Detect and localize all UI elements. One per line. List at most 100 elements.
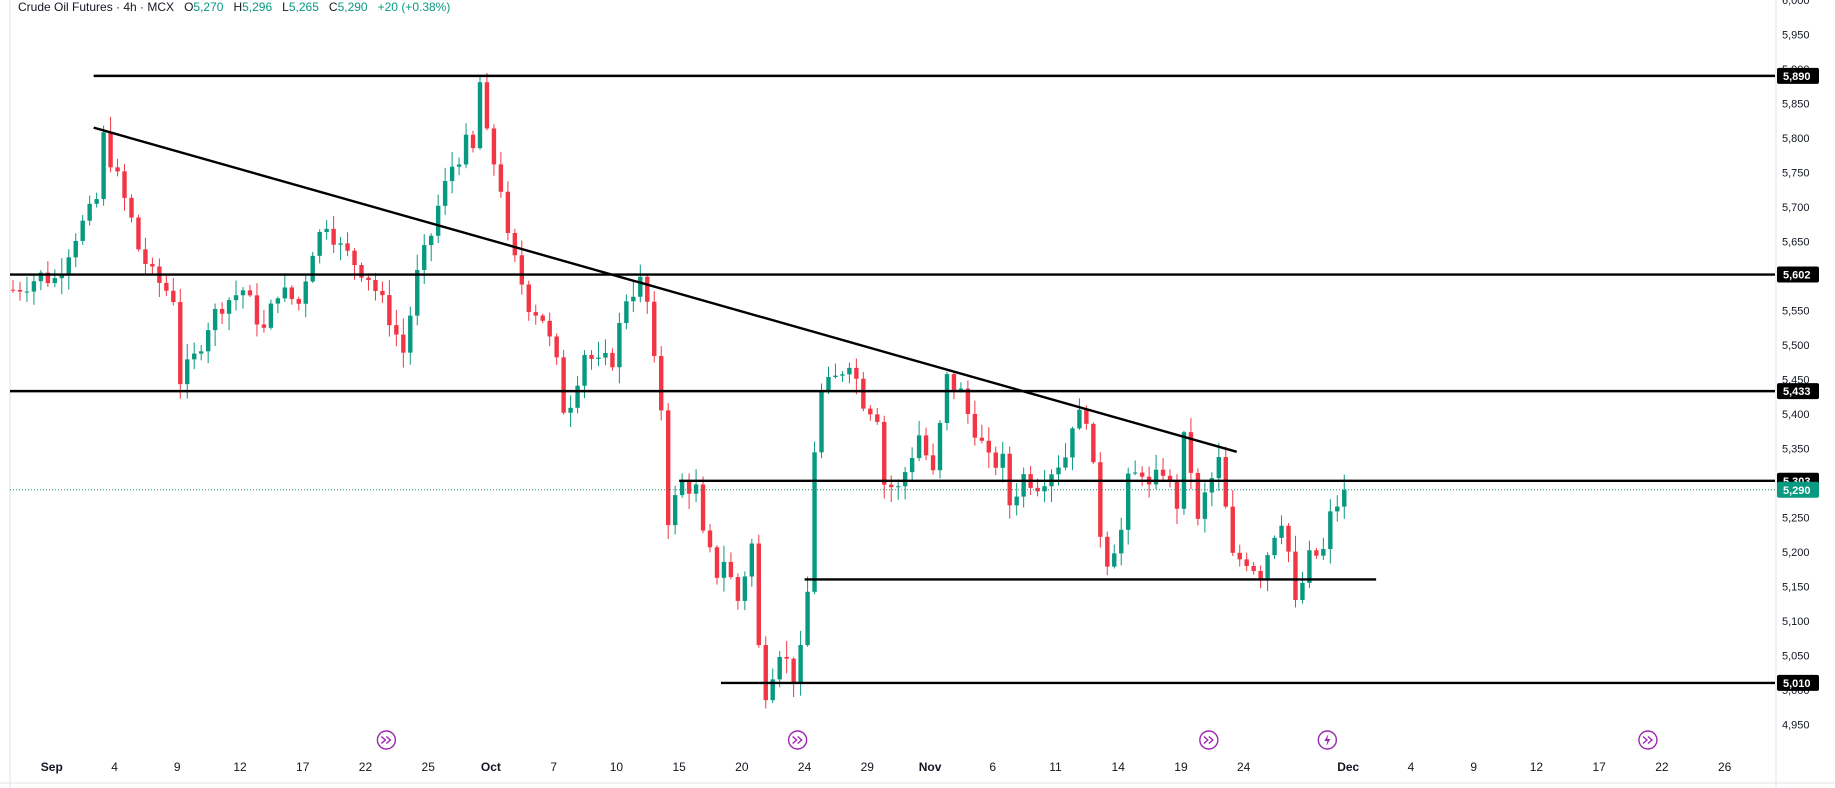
candle-body (1153, 469, 1159, 485)
candle-body (742, 576, 748, 601)
event-markers[interactable] (376, 730, 1658, 750)
candle-body (456, 164, 462, 167)
candle-body (700, 484, 706, 531)
candle-body (659, 356, 664, 411)
candle-body (115, 167, 120, 172)
time-tick-label: 6 (989, 760, 996, 774)
fast-forward-circle-icon[interactable] (376, 730, 397, 750)
candle-body (916, 435, 922, 459)
close-value: 5,290 (337, 0, 368, 14)
candle-body (1112, 553, 1117, 567)
candle-body (882, 421, 887, 485)
candle-body (1272, 537, 1277, 556)
fast-forward-circle-icon[interactable] (1638, 730, 1658, 750)
candle-body (624, 301, 629, 324)
time-tick-label: 17 (296, 760, 310, 774)
time-axis[interactable]: Sep 4 9 12 17 22 25 Oct 7 10 15 20 24 29 Nov 6 11 14 19 24 D… (41, 760, 1732, 774)
price-tick-label: 5,550 (1782, 305, 1810, 317)
candle-body (930, 455, 936, 471)
candle-body (310, 255, 315, 282)
candle-body (770, 679, 775, 701)
candle-body (1279, 525, 1284, 538)
time-tick-label: Dec (1337, 760, 1359, 774)
candle-body (1070, 428, 1075, 458)
candle-body (380, 290, 385, 296)
price-level-badge (1777, 266, 1819, 283)
price-level-badge (1777, 383, 1819, 400)
price-tick-label: 5,500 (1782, 340, 1810, 352)
candle-body (686, 480, 692, 494)
candle-body (1105, 536, 1110, 567)
candle-body (317, 231, 322, 256)
candle-body (470, 134, 476, 149)
drawing-lines[interactable] (10, 74, 1775, 685)
price-axis[interactable]: 4,9505,0005,0505,1005,1505,2005,2505,300… (1777, 0, 1819, 731)
open-label: O5,270 (177, 0, 223, 14)
time-tick-label: 29 (861, 760, 875, 774)
fast-forward-glyph (1642, 735, 1654, 745)
candle-body (198, 351, 204, 354)
candle-body (1126, 473, 1131, 530)
candle-body (965, 388, 971, 414)
trend-line[interactable] (93, 126, 1238, 453)
candle-body (1307, 550, 1312, 583)
candle-body (582, 355, 587, 386)
candle-body (282, 287, 288, 299)
candle-body (596, 357, 601, 359)
low-key: L (282, 0, 289, 14)
candle-body (366, 277, 371, 280)
candle-body (449, 166, 455, 182)
candle-body (178, 302, 183, 385)
candle-body (1202, 492, 1208, 519)
change-text: +20 (+0.38%) (377, 0, 451, 14)
price-tick-label: 5,100 (1782, 616, 1810, 628)
candle-body (442, 181, 448, 206)
candle-body (1216, 456, 1222, 479)
time-tick-label: 11 (1049, 760, 1062, 774)
candle-body (777, 656, 782, 680)
candle-body (638, 276, 643, 297)
time-tick-label: 4 (111, 760, 118, 774)
candle-body (875, 414, 880, 422)
candle-body (17, 289, 23, 292)
close-key: C (328, 0, 338, 14)
fast-forward-glyph (792, 735, 803, 745)
candle-body (289, 287, 294, 300)
time-tick-label: 25 (422, 760, 436, 774)
candle-body (415, 269, 420, 316)
candle-body (1063, 457, 1068, 468)
candle-body (261, 324, 267, 328)
candle-body (52, 278, 58, 284)
high-key: H (233, 0, 243, 14)
candle-body (1342, 489, 1347, 507)
price-tick-label: 5,800 (1782, 133, 1810, 145)
lightning-circle-icon[interactable] (1317, 730, 1338, 750)
candle-body (1335, 506, 1340, 512)
candle-body (387, 295, 392, 326)
candle-body (477, 82, 483, 149)
candle-body (401, 334, 406, 353)
candle-body (150, 263, 155, 267)
candle-body (854, 367, 859, 379)
candle-body (192, 353, 197, 360)
candle-body (512, 232, 518, 256)
candle-body (373, 279, 378, 291)
candle-body (73, 240, 78, 258)
candle-body (10, 289, 16, 291)
fast-forward-circle-icon[interactable] (787, 730, 808, 750)
fast-forward-circle-icon[interactable] (1199, 730, 1219, 750)
candle-body (226, 300, 232, 314)
candle-body (749, 543, 755, 577)
candle-body (247, 290, 253, 296)
candle-body (136, 217, 141, 250)
candle-body (80, 220, 85, 241)
candle-body (345, 243, 350, 251)
time-tick-label: 9 (1470, 760, 1477, 774)
price-tick-label: 5,350 (1782, 443, 1810, 455)
price-tick-label: 6,000 (1782, 0, 1810, 7)
candle-body (1139, 472, 1145, 477)
candle-body (1258, 570, 1263, 580)
